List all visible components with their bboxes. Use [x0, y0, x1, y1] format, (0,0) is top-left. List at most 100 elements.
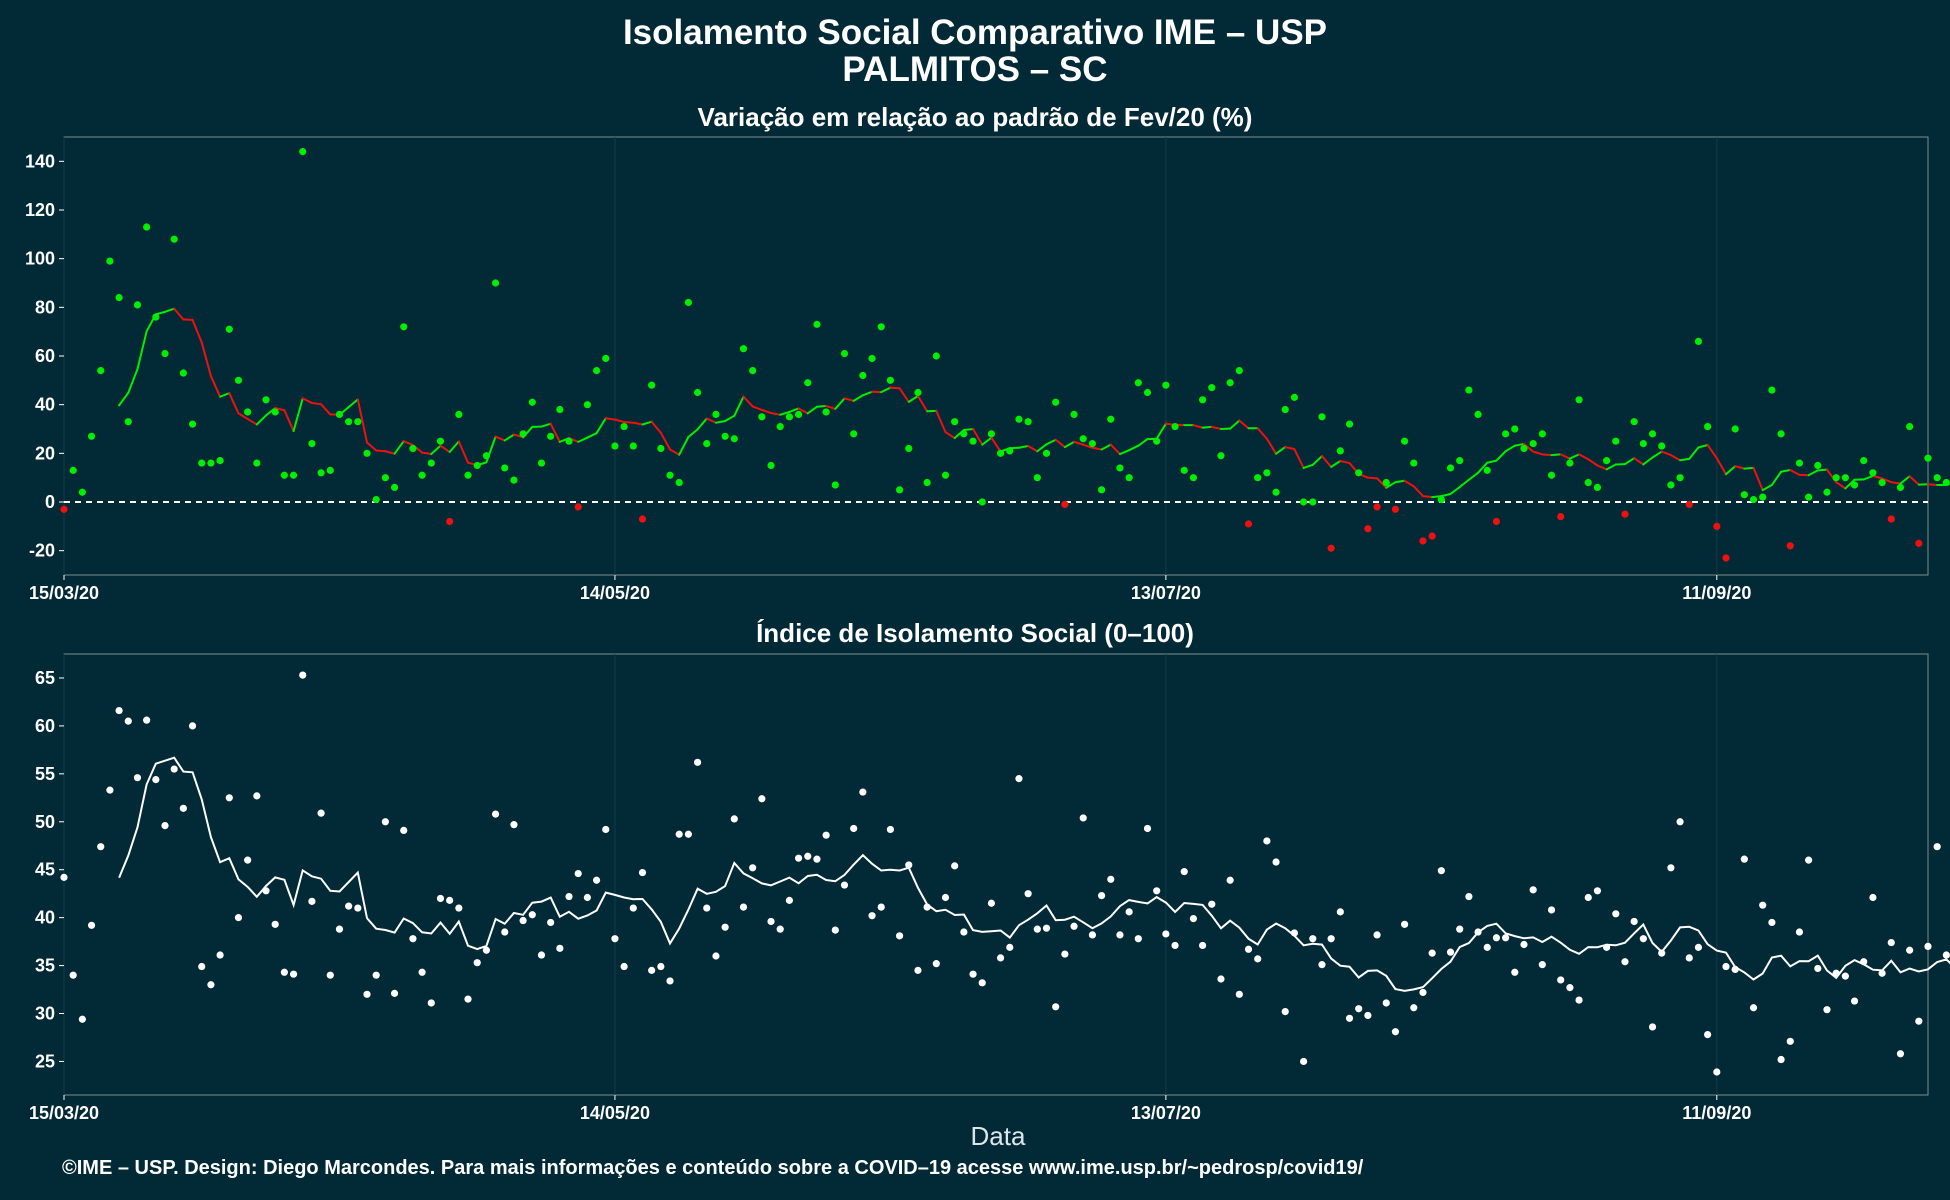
moving-average-segment — [1339, 459, 1351, 465]
moving-average-segment — [669, 448, 681, 456]
data-point — [978, 979, 986, 987]
data-point — [1795, 928, 1804, 936]
moving-average-segment — [1302, 463, 1314, 469]
moving-average-segment — [1192, 424, 1204, 429]
moving-average-segment — [1431, 495, 1443, 499]
data-point — [611, 442, 619, 450]
data-point — [326, 971, 334, 979]
moving-average-segment — [733, 395, 745, 417]
moving-average-segment — [310, 401, 323, 406]
data-point — [1814, 964, 1822, 973]
data-point — [840, 881, 849, 889]
data-point — [987, 899, 996, 907]
data-point — [372, 971, 380, 979]
data-point — [592, 367, 601, 375]
moving-average-segment — [742, 395, 754, 408]
data-point — [1529, 440, 1537, 448]
moving-average-segment — [1633, 457, 1645, 466]
data-point — [1924, 454, 1932, 462]
data-point — [804, 852, 812, 860]
data-point — [345, 418, 353, 426]
data-point — [354, 904, 362, 912]
data-point — [372, 495, 380, 504]
data-point — [1254, 474, 1262, 482]
data-point — [859, 371, 867, 380]
moving-average-segment — [641, 420, 653, 426]
moving-average-segment — [1513, 442, 1525, 447]
moving-average-segment — [1376, 477, 1388, 489]
data-point — [923, 903, 931, 911]
data-point — [491, 279, 500, 287]
moving-average-segment — [402, 440, 414, 446]
data-point — [1391, 505, 1400, 513]
data-point — [1015, 775, 1023, 783]
data-point — [133, 301, 142, 309]
data-point — [1382, 478, 1390, 487]
moving-average-segment — [1789, 469, 1801, 476]
x-tick-label: 14/05/20 — [580, 1103, 650, 1123]
y-tick-label: 55 — [35, 764, 55, 784]
data-point — [1226, 379, 1234, 387]
data-point — [1382, 999, 1390, 1007]
moving-average-segment — [237, 412, 249, 420]
moving-average-segment — [577, 436, 589, 443]
moving-average-segment — [1541, 453, 1553, 457]
data-point — [675, 830, 683, 838]
data-point — [1850, 997, 1859, 1005]
y-tick-label: 100 — [25, 249, 55, 269]
moving-average-segment — [1899, 475, 1911, 485]
moving-average-segment — [356, 398, 369, 444]
data-point — [996, 449, 1005, 457]
data-point — [556, 405, 564, 414]
moving-average-segment — [935, 409, 947, 434]
moving-average-segment — [255, 414, 268, 426]
data-point — [1924, 942, 1932, 951]
data-point — [1345, 420, 1354, 428]
data-point — [78, 488, 86, 496]
moving-average-segment — [127, 368, 139, 394]
data-point — [1079, 435, 1087, 443]
moving-average-segment — [1017, 445, 1030, 449]
data-point — [877, 323, 885, 331]
moving-average-segment — [1210, 425, 1222, 430]
data-point — [345, 902, 353, 910]
moving-average-segment — [1027, 445, 1039, 453]
data-point — [1336, 447, 1344, 455]
data-point — [1786, 542, 1794, 550]
data-point — [1896, 1050, 1905, 1058]
data-point — [1263, 837, 1271, 845]
data-point — [1878, 969, 1886, 977]
data-point — [1235, 367, 1243, 375]
data-point — [932, 960, 940, 968]
moving-average-segment — [1706, 443, 1718, 460]
data-point — [501, 464, 509, 472]
data-point — [1419, 988, 1427, 997]
data-point — [1208, 384, 1216, 392]
moving-average-segment — [292, 397, 304, 433]
data-point — [409, 935, 417, 943]
moving-average-segment — [301, 397, 313, 404]
moving-average-segment — [880, 386, 892, 394]
data-point — [1520, 444, 1528, 453]
data-point — [446, 896, 454, 904]
moving-average-segment — [1458, 478, 1470, 489]
data-point — [1805, 856, 1813, 864]
data-point — [1731, 965, 1739, 974]
data-point — [1676, 818, 1684, 826]
data-point — [253, 792, 261, 800]
data-point — [657, 444, 665, 453]
data-point — [308, 440, 316, 448]
data-point — [1070, 922, 1078, 930]
moving-average-segment — [770, 412, 782, 416]
data-point — [1474, 928, 1482, 936]
data-point — [124, 717, 132, 725]
data-point — [1033, 925, 1041, 933]
moving-average-segment — [1054, 438, 1066, 449]
x-tick-label: 15/03/20 — [29, 1103, 99, 1123]
panel2-title: Índice de Isolamento Social (0–100) — [756, 618, 1194, 648]
data-point — [1584, 478, 1592, 487]
y-tick-label: 25 — [35, 1051, 55, 1071]
data-point — [574, 869, 582, 878]
data-point — [1162, 381, 1170, 389]
data-point — [427, 459, 435, 467]
